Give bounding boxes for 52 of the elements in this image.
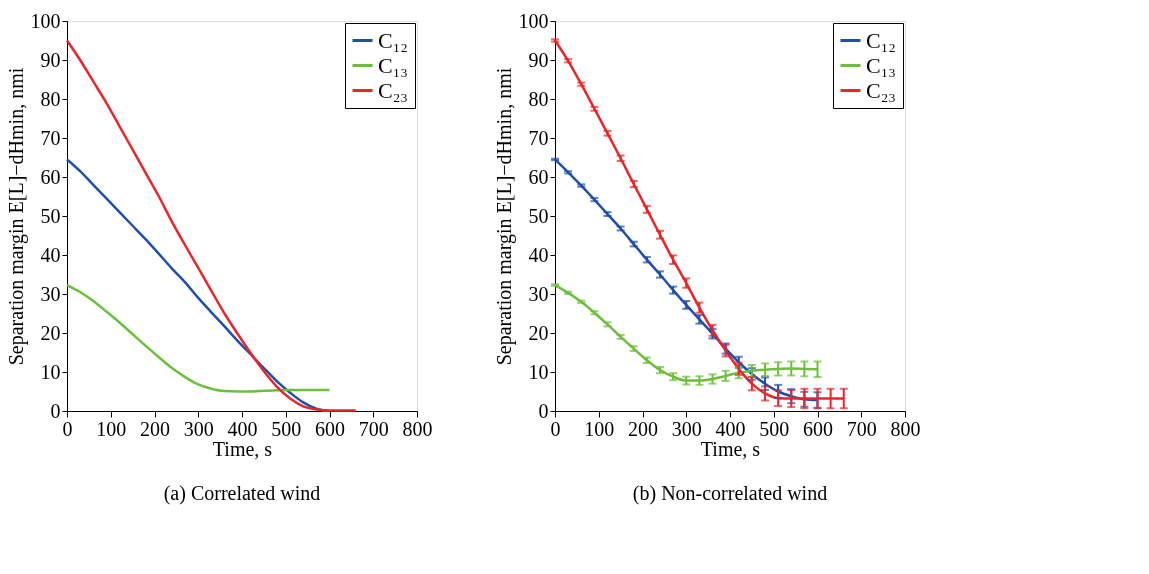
x-tick-label: 700 <box>358 417 389 440</box>
y-tick-label: 20 <box>40 321 61 344</box>
y-tick-label: 100 <box>518 9 549 32</box>
legend-label: C₂₃ <box>866 77 897 103</box>
line-series <box>65 39 357 412</box>
y-tick-label: 90 <box>40 48 61 71</box>
y-axis-title: Separation margin E[L]−dHmin, nmi <box>4 67 28 366</box>
y-tick-label: 90 <box>528 48 549 71</box>
y-tick-label: 80 <box>40 87 61 110</box>
y-tick-label: 20 <box>528 321 549 344</box>
y-tick-label: 40 <box>528 243 549 266</box>
y-axis-title: Separation margin E[L]−dHmin, nmi <box>492 67 516 366</box>
y-tick-label: 60 <box>40 165 61 188</box>
legend-label: C₁₂ <box>378 27 409 53</box>
y-tick-label: 100 <box>30 9 61 32</box>
x-tick-label: 200 <box>628 417 658 440</box>
x-axis-title: Time, s <box>212 437 273 460</box>
legend-label: C₂₃ <box>378 77 409 103</box>
y-tick-label: 10 <box>528 360 549 383</box>
x-tick-label: 800 <box>890 417 921 440</box>
text: (a) Correlated wind <box>163 482 321 505</box>
legend-label: C₁₃ <box>866 52 897 78</box>
x-tick-label: 600 <box>803 417 833 440</box>
x-tick-label: 100 <box>584 417 615 440</box>
x-tick-label: 500 <box>271 417 302 440</box>
x-tick-label: 500 <box>759 417 790 440</box>
x-tick-label: 300 <box>671 417 702 440</box>
x-tick-label: 700 <box>846 417 877 440</box>
x-tick-label: 200 <box>140 417 170 440</box>
text: (b) Non-correlated wind <box>632 482 828 505</box>
y-tick-label: 0 <box>538 399 549 422</box>
y-tick-label: 10 <box>40 360 61 383</box>
y-tick-label: 50 <box>40 204 61 227</box>
x-tick-label: 400 <box>227 417 258 440</box>
y-tick-label: 70 <box>40 126 61 149</box>
x-axis-title: Time, s <box>700 437 761 460</box>
y-tick-label: 30 <box>528 282 549 305</box>
y-tick-label: 0 <box>50 399 61 422</box>
y-tick-label: 80 <box>528 87 549 110</box>
x-tick-label: 100 <box>96 417 127 440</box>
y-tick-label: 30 <box>40 282 61 305</box>
x-tick-label: 600 <box>315 417 345 440</box>
x-tick-label: 400 <box>715 417 746 440</box>
y-tick-label: 50 <box>528 204 549 227</box>
y-tick-label: 40 <box>40 243 61 266</box>
legend-label: C₁₃ <box>378 52 409 78</box>
y-tick-label: 70 <box>528 126 549 149</box>
legend-label: C₁₂ <box>866 27 897 53</box>
x-tick-label: 800 <box>402 417 433 440</box>
y-tick-label: 60 <box>528 165 549 188</box>
x-tick-label: 300 <box>183 417 214 440</box>
line-series <box>65 283 331 393</box>
